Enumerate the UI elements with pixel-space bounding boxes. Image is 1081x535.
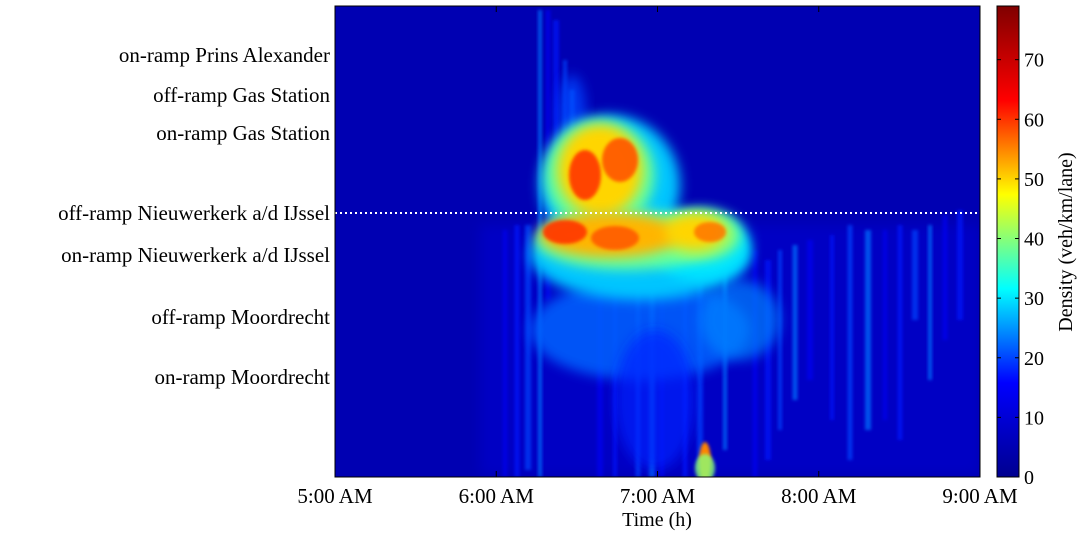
colorbar-tick-label: 30 — [1024, 288, 1044, 310]
density-streak — [883, 230, 887, 420]
density-streak — [912, 230, 918, 320]
density-blob — [543, 220, 587, 244]
ramp-label: on-ramp Nieuwerkerk a/d IJssel — [61, 243, 330, 267]
density-blob — [695, 454, 715, 482]
density-blob — [602, 138, 638, 182]
density-streak — [515, 225, 520, 477]
density-blob — [694, 222, 726, 242]
density-streak — [807, 240, 813, 380]
colorbar-tick-label: 50 — [1024, 169, 1044, 191]
x-axis-tick-labels: 5:00 AM 6:00 AM 7:00 AM 8:00 AM 9:00 AM — [297, 484, 1018, 508]
colorbar-tick-label: 60 — [1024, 109, 1044, 131]
x-tick-label: 7:00 AM — [620, 484, 696, 508]
density-streak — [830, 235, 834, 420]
x-tick-label: 6:00 AM — [459, 484, 535, 508]
density-streak — [793, 245, 798, 400]
density-streak — [525, 225, 531, 470]
colorbar-tick-label: 0 — [1024, 467, 1034, 489]
colorbar-label: Density (veh/km/lane) — [1055, 152, 1077, 331]
density-blob — [569, 150, 601, 200]
colorbar-tick-label: 20 — [1024, 348, 1044, 370]
colorbar-tick-label: 40 — [1024, 229, 1044, 251]
density-blob — [700, 280, 780, 360]
colorbar-tick-label: 70 — [1024, 50, 1044, 72]
y-axis-ramp-labels: on-ramp Prins Alexander off-ramp Gas Stat… — [58, 43, 330, 389]
ramp-label: off-ramp Gas Station — [153, 83, 330, 107]
density-streak — [865, 230, 871, 430]
density-streak — [848, 225, 853, 460]
x-tick-label: 5:00 AM — [297, 484, 373, 508]
density-streak — [957, 210, 963, 320]
density-blob — [615, 330, 695, 470]
density-streak — [778, 250, 782, 430]
x-axis-title: Time (h) — [622, 509, 692, 531]
density-blob — [591, 226, 639, 250]
density-streak — [898, 225, 903, 440]
x-tick-label: 9:00 AM — [942, 484, 1018, 508]
heatmap-plot-area — [335, 6, 980, 482]
colorbar-gradient — [997, 6, 1019, 477]
colorbar: 0 10 20 30 40 50 60 70 Density (veh/km/lane) — [997, 6, 1077, 489]
colorbar-tick-label: 10 — [1024, 407, 1044, 429]
density-streak — [928, 225, 932, 380]
ramp-label: off-ramp Moordrecht — [151, 305, 330, 329]
ramp-label: on-ramp Moordrecht — [154, 365, 330, 389]
ramp-label: on-ramp Prins Alexander — [119, 43, 330, 67]
density-streak — [943, 215, 948, 340]
density-streak — [503, 230, 507, 477]
ramp-label: on-ramp Gas Station — [156, 121, 330, 145]
x-tick-label: 8:00 AM — [781, 484, 857, 508]
ramp-label: off-ramp Nieuwerkerk a/d IJssel — [58, 201, 330, 225]
